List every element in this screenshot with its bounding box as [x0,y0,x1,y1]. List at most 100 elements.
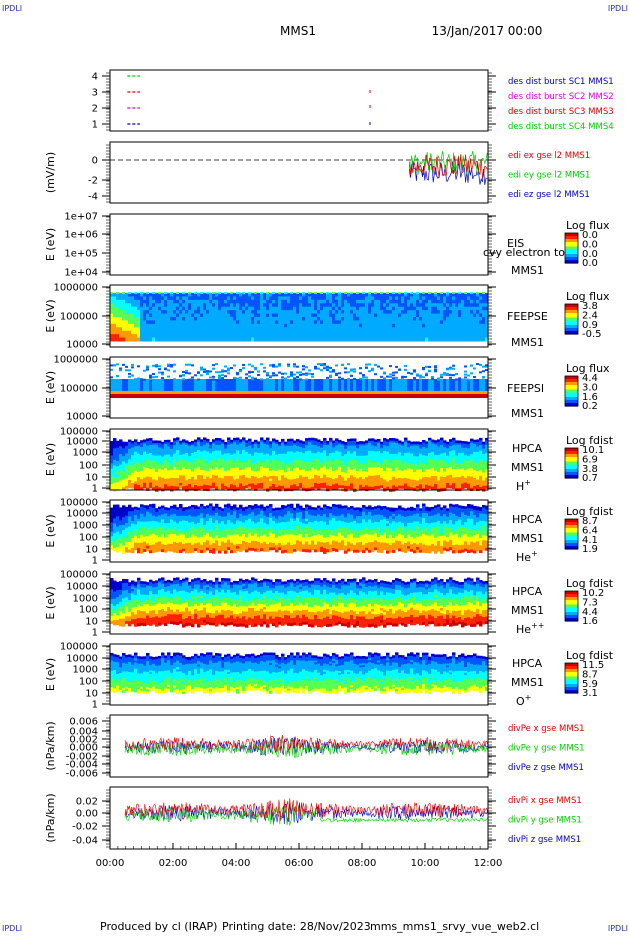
heat-cell [374,296,378,300]
heat-cell [416,486,420,489]
heat-cell [404,327,408,331]
heat-cell [152,317,156,321]
heat-cell [332,455,336,458]
heat-cell [383,468,387,471]
heat-cell [248,454,252,457]
heat-cell [173,470,177,473]
heat-cell [410,327,414,331]
heat-cell [173,467,177,470]
heat-cell [473,379,476,381]
heat-cell [203,437,207,440]
heat-cell [266,374,269,376]
heat-cell [113,438,117,441]
heat-cell [278,379,282,391]
heat-cell [389,296,393,300]
heat-cell [293,394,297,398]
heat-cell [311,317,315,321]
heat-cell [473,331,477,335]
heat-cell [122,467,126,470]
heat-cell [203,450,207,453]
heat-cell [356,310,360,314]
heat-cell [128,444,132,447]
heat-cell [149,461,153,464]
heat-cell [371,303,375,307]
heat-cell [170,483,174,486]
heat-cell [377,475,381,478]
heat-cell [302,394,306,398]
heat-cell [164,468,168,471]
heat-cell [395,331,399,335]
heat-cell [155,334,159,338]
heat-cell [368,445,372,448]
heat-cell [368,334,372,338]
heat-cell [146,310,150,314]
heat-cell [146,334,150,338]
heat-cell [257,371,260,373]
heat-cell [293,363,296,365]
heat-cell [173,464,177,467]
heat-cell [440,307,444,311]
heat-cell [272,374,275,376]
heat-cell [176,303,180,307]
heat-cell [161,459,165,462]
heat-cell [398,310,402,314]
heat-cell [239,314,243,318]
heat-cell [440,327,444,331]
heat-cell [344,314,348,318]
heat-cell [428,464,432,467]
heat-cell [227,368,230,370]
heat-cell [182,454,186,457]
heat-cell [302,296,306,300]
heat-cell [308,394,312,398]
heat-cell [158,324,162,328]
heat-cell [332,461,336,464]
heat-cell [368,394,372,398]
heat-cell [275,293,279,297]
heat-cell [155,314,159,318]
heat-cell [164,327,168,331]
heat-cell [326,320,330,324]
heat-cell [428,314,432,318]
heat-cell [182,371,185,373]
heat-cell [203,307,207,311]
heat-cell [281,470,285,473]
heat-cell [137,379,141,391]
heat-cell [344,451,348,454]
heat-cell [233,445,237,448]
heat-cell [395,371,398,373]
heat-cell [161,300,165,304]
heat-cell [317,293,321,297]
heat-cell [137,459,141,462]
heat-cell [251,394,255,398]
heat-cell [170,310,174,314]
heat-cell [152,466,156,469]
heat-cell [392,317,396,321]
heat-cell [110,338,114,342]
heat-cell [236,450,240,453]
heat-cell [251,331,255,335]
heat-cell [218,456,222,459]
heat-cell [191,394,195,398]
heat-cell [482,317,486,321]
heat-cell [368,473,372,476]
heat-cell [173,473,177,476]
heat-cell [143,480,147,483]
heat-cell [146,320,150,324]
heat-cell [191,466,195,469]
heat-cell [212,449,216,452]
heat-cell [197,437,201,440]
heat-cell [449,338,453,342]
heat-cell [410,456,414,459]
heat-cell [134,446,138,449]
heat-cell [158,469,162,472]
heat-cell [254,460,258,463]
heat-cell [152,485,156,488]
heat-cell [266,320,270,324]
heat-cell [134,334,138,338]
heat-cell [281,310,285,314]
heat-cell [377,338,381,342]
heat-cell [266,317,270,321]
heat-cell [188,379,191,381]
heat-cell [395,366,398,368]
heat-cell [359,307,363,311]
